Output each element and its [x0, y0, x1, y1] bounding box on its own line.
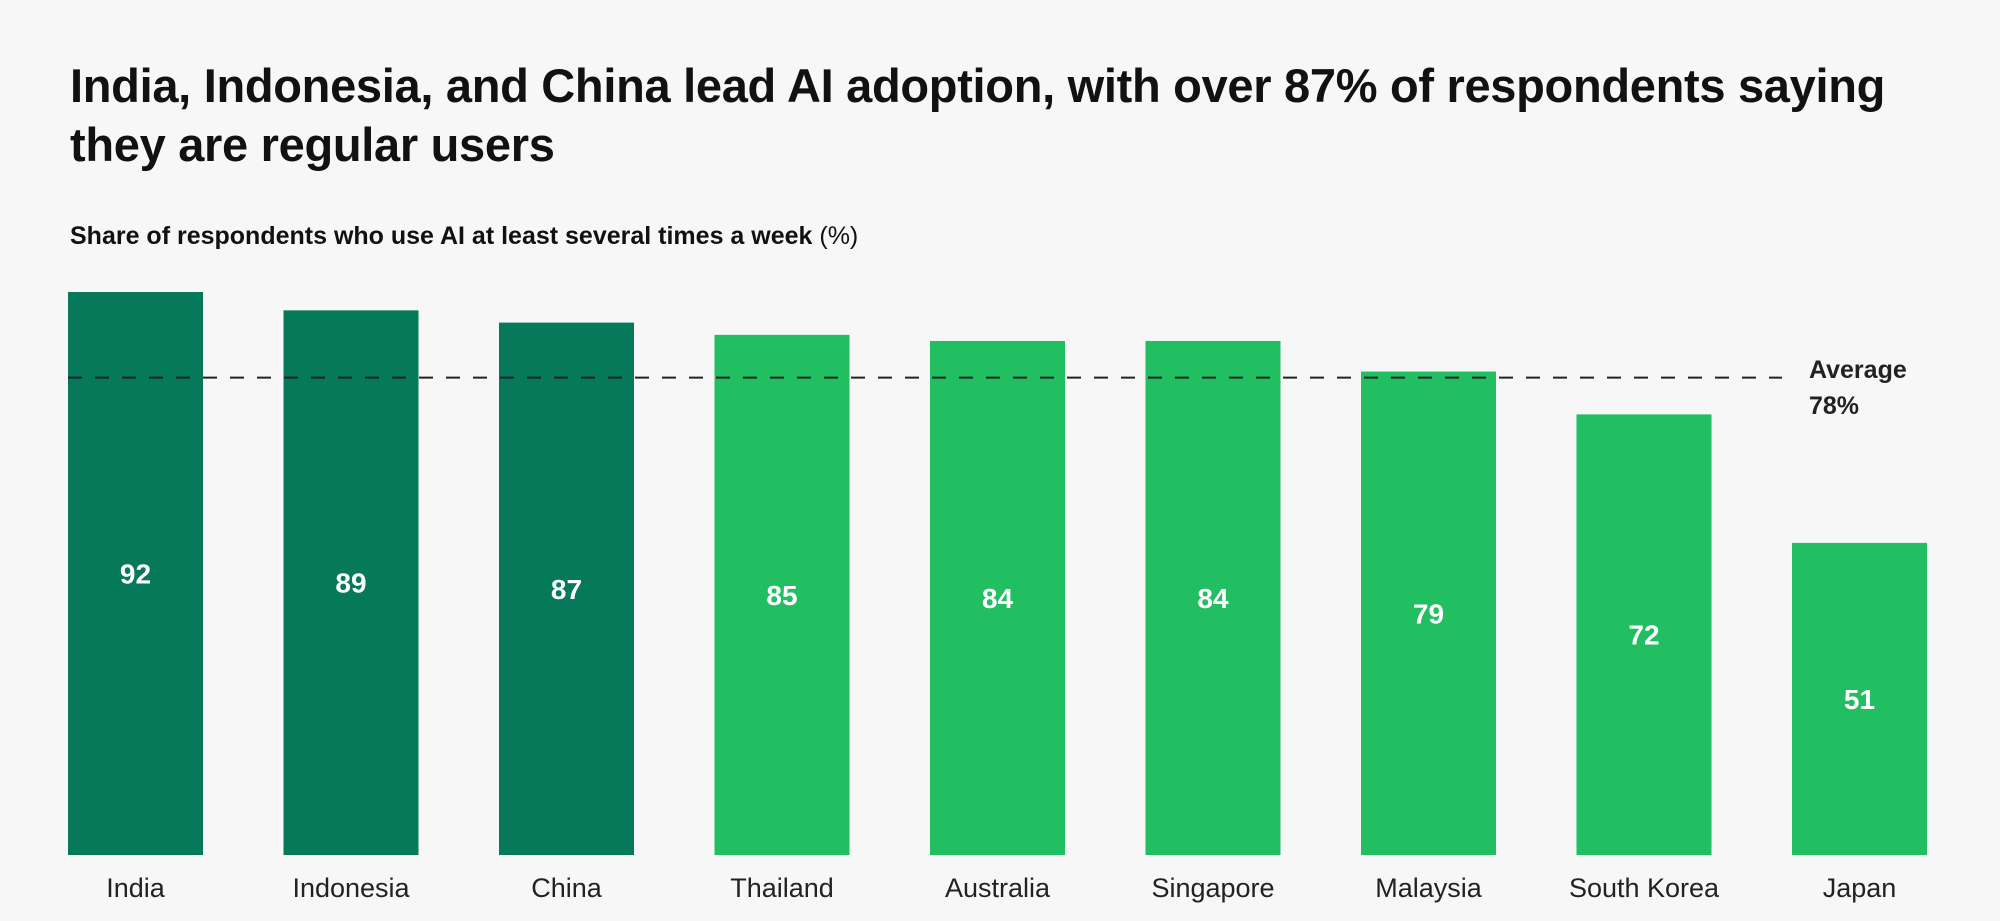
- chart-title: India, Indonesia, and China lead AI adop…: [70, 59, 1886, 171]
- category-label: Indonesia: [292, 873, 410, 903]
- subtitle-unit: (%): [819, 222, 859, 250]
- value-label: 89: [335, 568, 366, 599]
- category-label: Thailand: [730, 873, 834, 903]
- bar-indonesia: [283, 310, 419, 855]
- category-label: Singapore: [1151, 873, 1274, 903]
- bar-malaysia: [1361, 371, 1496, 855]
- category-label: China: [531, 873, 603, 903]
- category-label: Japan: [1823, 873, 1897, 903]
- category-label: Malaysia: [1375, 873, 1483, 903]
- bar-japan: [1792, 542, 1927, 855]
- bar-australia: [930, 340, 1065, 855]
- category-label: Australia: [945, 873, 1051, 903]
- average-label: Average 78%: [1809, 352, 1907, 424]
- bar-china: [499, 322, 634, 855]
- value-label: 92: [120, 559, 151, 590]
- value-label: 72: [1628, 620, 1659, 651]
- subtitle-text: Share of respondents who use AI at least…: [70, 222, 813, 250]
- value-label: 84: [982, 583, 1014, 614]
- bar-south-korea: [1576, 414, 1712, 855]
- value-label: 87: [551, 574, 582, 605]
- value-label: 79: [1413, 598, 1444, 629]
- value-label: 85: [766, 580, 797, 611]
- category-label: South Korea: [1569, 873, 1720, 903]
- category-label: India: [106, 873, 166, 903]
- value-label: 84: [1197, 583, 1229, 614]
- chart-subtitle: Share of respondents who use AI at least…: [70, 222, 858, 251]
- average-value: 78%: [1809, 392, 1860, 420]
- bar-thailand: [714, 334, 850, 856]
- bar-india: [68, 292, 203, 855]
- average-label-text: Average: [1809, 356, 1907, 384]
- bar-singapore: [1145, 340, 1281, 855]
- value-label: 51: [1844, 684, 1875, 715]
